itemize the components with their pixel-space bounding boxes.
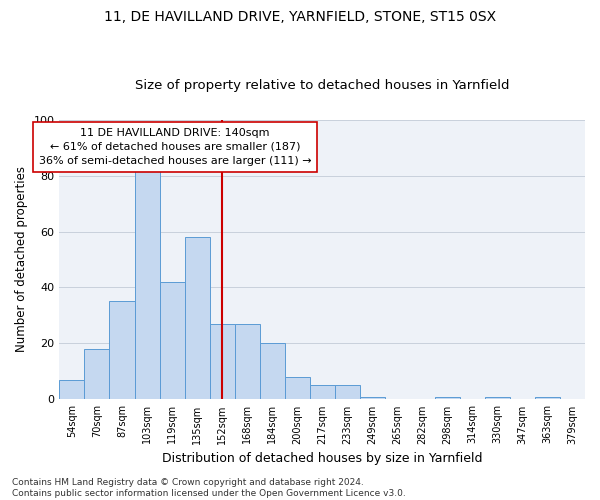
Title: Size of property relative to detached houses in Yarnfield: Size of property relative to detached ho… xyxy=(135,79,509,92)
Bar xyxy=(335,386,360,400)
X-axis label: Distribution of detached houses by size in Yarnfield: Distribution of detached houses by size … xyxy=(162,452,482,465)
Bar xyxy=(435,396,460,400)
Text: Contains HM Land Registry data © Crown copyright and database right 2024.
Contai: Contains HM Land Registry data © Crown c… xyxy=(12,478,406,498)
Bar xyxy=(235,324,260,400)
Bar xyxy=(485,396,510,400)
Bar xyxy=(209,324,235,400)
Text: 11 DE HAVILLAND DRIVE: 140sqm
← 61% of detached houses are smaller (187)
36% of : 11 DE HAVILLAND DRIVE: 140sqm ← 61% of d… xyxy=(39,128,311,166)
Bar xyxy=(535,396,560,400)
Bar xyxy=(310,386,335,400)
Bar xyxy=(59,380,85,400)
Bar xyxy=(260,344,284,400)
Bar xyxy=(134,164,160,400)
Bar xyxy=(284,377,310,400)
Bar xyxy=(109,302,134,400)
Bar xyxy=(85,349,109,400)
Bar xyxy=(185,237,209,400)
Bar xyxy=(160,282,185,400)
Bar xyxy=(360,396,385,400)
Text: 11, DE HAVILLAND DRIVE, YARNFIELD, STONE, ST15 0SX: 11, DE HAVILLAND DRIVE, YARNFIELD, STONE… xyxy=(104,10,496,24)
Y-axis label: Number of detached properties: Number of detached properties xyxy=(15,166,28,352)
